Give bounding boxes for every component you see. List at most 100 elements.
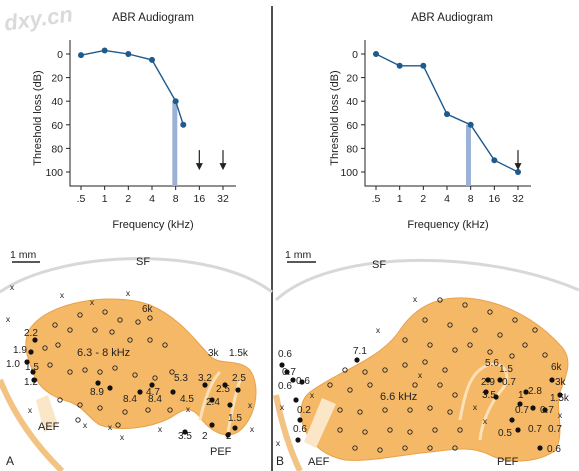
map-a-contour [0, 257, 273, 294]
map-b-site-filled [542, 407, 548, 413]
map-a-site-open [57, 397, 63, 403]
map-b-site-filled [557, 392, 563, 398]
map-b-site-open [467, 342, 473, 348]
map-a-site-filled [225, 432, 231, 438]
map-b-site-filled [354, 357, 360, 363]
map-a-site-open [132, 372, 138, 378]
map-a-site-filled [107, 385, 113, 391]
map-b-site-open [437, 297, 443, 303]
map-b-aef-strip [304, 398, 336, 448]
map-a-site-x: x [108, 422, 113, 432]
chart-b-ytick-label: 80 [346, 143, 358, 155]
map-a-site-label: 1.9 [13, 345, 27, 356]
map-b-site-label: 1.5 [499, 364, 513, 375]
map-b-site-filled [549, 377, 555, 383]
map-b-site-open [337, 407, 343, 413]
map-b-pef-label: PEF [497, 456, 519, 468]
map-b-pef-sulcus [458, 362, 509, 441]
map-b-site-open [327, 382, 333, 388]
chart-a-frequency-band [172, 101, 178, 186]
map-b-site-filled [290, 377, 296, 383]
chart-b-data-point [444, 111, 450, 118]
map-a-site-label: 4.5 [180, 394, 194, 405]
chart-b-ylabel: Threshold loss (dB) [329, 70, 341, 165]
chart-b-xtick-label: 8 [468, 193, 474, 205]
map-b-site-filled [517, 401, 523, 407]
chart-a-xtick-label: 4 [149, 193, 155, 205]
map-b-site-label: 6k [551, 362, 563, 373]
map-b-site-open [347, 387, 353, 393]
map-b-site-open [437, 382, 443, 388]
map-b-site-label: 3k [555, 377, 567, 388]
map-b-site-open [432, 427, 438, 433]
map-b-site-open [422, 317, 428, 323]
chart-b-axes [364, 40, 531, 187]
map-b-site-label: 0.6 [547, 444, 561, 455]
map-b-site-open [442, 367, 448, 373]
map-a-site-open [77, 312, 83, 318]
map-a-site-filled [227, 402, 233, 408]
map-b-site-label: 0.6 [293, 424, 307, 435]
map-a-site-open [97, 405, 103, 411]
map-b-site-label: 5.6 [485, 358, 499, 369]
map-a-site-filled [32, 337, 38, 343]
map-a-site-x: x [158, 424, 163, 434]
map-a-site-filled [209, 422, 215, 428]
map-a-site-filled [232, 425, 238, 431]
map-b-site-open [402, 445, 408, 451]
map-b-lower-sulcus [273, 394, 303, 471]
map-b-site-label: 0.7 [548, 424, 562, 435]
map-a-site-open [77, 402, 83, 408]
map-b-site-open [472, 327, 478, 333]
map-b-site-label: 2.8 [528, 386, 542, 397]
map-a-site-open [82, 367, 88, 373]
chart-a-title: ABR Audiogram [112, 12, 194, 24]
map-a-site-open [75, 417, 81, 423]
map-b-site-label: 0.6 [278, 349, 292, 360]
chart-a-ytick-label: 60 [51, 120, 63, 132]
map-b-site-open [377, 447, 383, 453]
map-a-site-x: x [250, 424, 255, 434]
chart-b-data-point [420, 62, 427, 69]
map-a-site-x: x [186, 404, 191, 414]
map-b-site-filled [299, 379, 305, 385]
map-b-site-x: x [276, 438, 281, 448]
map-a-site-open [109, 329, 115, 335]
map-b-aef-label: AEF [308, 456, 330, 468]
chart-b-data-point [515, 169, 521, 175]
map-b-site-label: 0.2 [297, 405, 311, 416]
map-a-lower-sulcus [0, 378, 65, 471]
chart-b-xlabel: Frequency (kHz) [407, 219, 488, 231]
map-a-site-filled [209, 397, 215, 403]
map-b-site-label: 0.6 [278, 381, 292, 392]
chart-a-data-point [125, 51, 132, 57]
chart-a-ytick-label: 80 [51, 143, 63, 155]
map-b-site-filled [515, 427, 521, 433]
map-b-site-open [512, 317, 518, 323]
map-b-site-filled [537, 445, 543, 451]
chart-b-xtick-label: 1 [397, 193, 403, 205]
map-b-site-x: x [376, 325, 381, 335]
chart-a-xtick-label: 16 [193, 193, 205, 205]
chart-b-data-point [491, 157, 498, 164]
map-b-site-open [447, 409, 453, 415]
map-b-site-filled [493, 394, 499, 400]
map-a-aef-strip [36, 395, 58, 432]
map-b-contour [274, 258, 579, 302]
map-a-site-open [162, 342, 168, 348]
map-a-scale-label: 1 mm [10, 249, 37, 261]
chart-a-xtick-label: 1 [102, 193, 108, 205]
map-b-site-open [422, 359, 428, 365]
map-a-site-filled [222, 382, 228, 388]
map-b-site-x: x [418, 370, 423, 380]
map-b-site-open [497, 332, 503, 338]
map-b-panel-letter: B [276, 454, 284, 468]
map-a-site-label: 2.5 [232, 373, 246, 384]
map-b-site-x: x [413, 294, 418, 304]
chart-a-xtick-label: .5 [77, 193, 86, 205]
map-b-site-x: x [280, 402, 285, 412]
chart-a-xtick-label: 32 [217, 193, 229, 205]
map-a-sf-label: SF [136, 256, 150, 268]
chart-b-no-response-arrowhead [514, 163, 522, 171]
